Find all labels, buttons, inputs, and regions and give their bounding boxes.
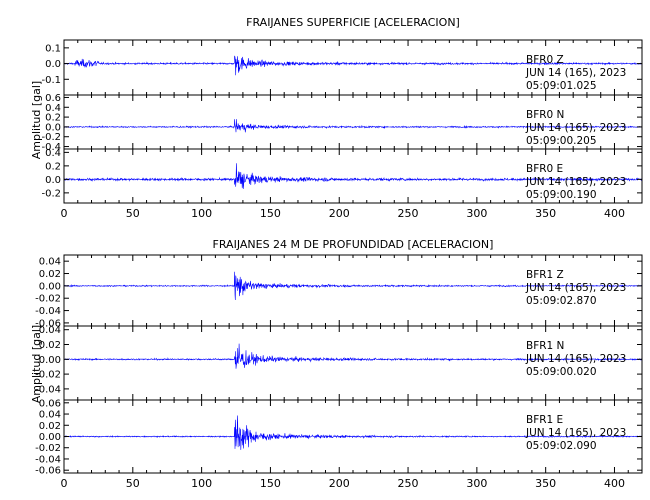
x-tick-label: 0 — [61, 207, 68, 220]
station-date: JUN 14 (165), 2023 — [525, 353, 626, 365]
y-tick-label: 0.6 — [45, 93, 61, 104]
station-label: BFR1 N — [526, 340, 564, 352]
station-date: JUN 14 (165), 2023 — [525, 122, 626, 134]
station-date: JUN 14 (165), 2023 — [525, 176, 626, 188]
x-tick-label: 100 — [191, 477, 212, 490]
trace-bfr1-z — [63, 271, 643, 301]
station-time: 05:09:00.205 — [526, 135, 597, 147]
y-axis-label-0: Amplitud [gal] — [30, 81, 43, 159]
y-tick-label: 0.00 — [39, 355, 61, 366]
y-tick-label: 0.04 — [39, 325, 61, 336]
y-tick-label: 0.0 — [45, 175, 61, 186]
x-tick-label: 300 — [466, 207, 487, 220]
chart-title-1: FRAIJANES 24 M DE PROFUNDIDAD [ACELERACI… — [213, 238, 494, 251]
y-tick-label: -0.04 — [35, 454, 61, 465]
station-label: BFR1 Z — [526, 269, 564, 281]
x-tick-label: 300 — [466, 477, 487, 490]
y-tick-label: -0.02 — [35, 294, 61, 305]
station-label: BFR0 E — [526, 163, 563, 175]
y-tick-label: 0.0 — [45, 122, 61, 133]
x-tick-label: 400 — [604, 477, 625, 490]
x-tick-label: 50 — [126, 207, 140, 220]
station-time: 05:09:01.025 — [526, 80, 597, 92]
y-tick-label: 0.2 — [45, 113, 61, 124]
y-tick-label: 0.0 — [45, 59, 61, 70]
y-tick-label: -0.02 — [35, 370, 61, 381]
trace-bfr0-n — [63, 119, 643, 133]
y-tick-label: 0.06 — [39, 398, 61, 409]
y-tick-label: 0.04 — [39, 257, 61, 268]
y-tick-label: 0.02 — [39, 269, 61, 280]
x-tick-label: 150 — [260, 477, 281, 490]
y-tick-label: 0.04 — [39, 410, 61, 421]
y-tick-label: -0.06 — [35, 466, 61, 477]
y-tick-label: -0.04 — [35, 384, 61, 395]
station-time: 05:09:00.020 — [526, 366, 597, 378]
y-tick-label: -0.4 — [41, 142, 61, 153]
station-time: 05:09:00.190 — [526, 189, 597, 201]
trace-bfr1-e — [63, 415, 643, 450]
y-tick-label: -0.2 — [41, 188, 61, 199]
x-tick-label: 400 — [604, 207, 625, 220]
y-tick-label: 0.00 — [39, 281, 61, 292]
x-tick-label: 250 — [398, 207, 419, 220]
station-date: JUN 14 (165), 2023 — [525, 282, 626, 294]
x-tick-label: 350 — [535, 207, 556, 220]
x-tick-label: 0 — [61, 477, 68, 490]
x-tick-label: 200 — [329, 207, 350, 220]
x-tick-label: 50 — [126, 477, 140, 490]
y-tick-label: 0.02 — [39, 421, 61, 432]
station-date: JUN 14 (165), 2023 — [525, 427, 626, 439]
station-time: 05:09:02.870 — [526, 295, 597, 307]
chart-title-0: FRAIJANES SUPERFICIE [ACELERACION] — [246, 16, 460, 29]
y-tick-label: -0.04 — [35, 306, 61, 317]
y-tick-label: 0.4 — [45, 103, 61, 114]
x-tick-label: 350 — [535, 477, 556, 490]
y-tick-label: 0.1 — [45, 43, 61, 54]
x-tick-label: 150 — [260, 207, 281, 220]
x-tick-label: 200 — [329, 477, 350, 490]
x-tick-label: 250 — [398, 477, 419, 490]
y-tick-label: -0.2 — [41, 132, 61, 143]
station-label: BFR1 E — [526, 414, 563, 426]
y-tick-label: 0.4 — [45, 148, 61, 159]
y-tick-label: 0.2 — [45, 161, 61, 172]
station-date: JUN 14 (165), 2023 — [525, 67, 626, 79]
station-label: BFR0 N — [526, 109, 564, 121]
y-tick-label: 0.02 — [39, 340, 61, 351]
x-tick-label: 100 — [191, 207, 212, 220]
y-tick-label: 0.00 — [39, 432, 61, 443]
y-axis-label-1: Amplitud [gal] — [30, 325, 43, 403]
station-time: 05:09:02.090 — [526, 440, 597, 452]
y-tick-label: -0.06 — [35, 318, 61, 329]
y-tick-label: -0.02 — [35, 443, 61, 454]
trace-bfr1-n — [64, 343, 643, 369]
station-label: BFR0 Z — [526, 54, 564, 66]
y-tick-label: -0.1 — [41, 75, 61, 86]
trace-bfr0-z — [63, 55, 643, 76]
trace-bfr0-e — [63, 163, 643, 190]
